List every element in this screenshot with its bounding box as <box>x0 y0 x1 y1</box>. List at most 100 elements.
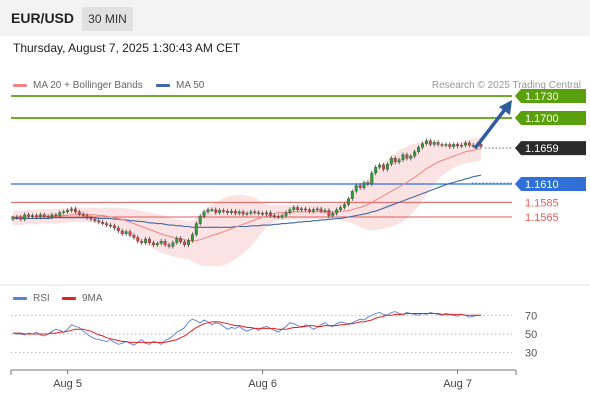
header-bar: EUR/USD 30 MIN <box>0 0 590 36</box>
candle-body <box>38 214 42 218</box>
candle-body <box>214 209 218 213</box>
candle-body <box>436 142 440 145</box>
candle-body <box>409 155 413 159</box>
candle-body <box>233 210 237 214</box>
candle-body <box>93 219 97 221</box>
candle-body <box>70 208 73 211</box>
x-tick-label-Aug-5: Aug 5 <box>53 378 82 390</box>
candle-body <box>11 217 15 220</box>
forecast-arrow-shaft <box>474 106 508 149</box>
candle-body <box>62 211 66 214</box>
price-tag-1.1565: 1.1565 <box>525 212 559 224</box>
candle-body <box>440 144 444 146</box>
candle-body <box>448 144 452 147</box>
candle-body <box>159 241 163 244</box>
rsi-tick-30: 30 <box>525 348 537 360</box>
candle-body <box>331 213 335 216</box>
candle-body <box>124 231 128 235</box>
ma50-legend-label: MA 50 <box>176 80 205 91</box>
candle-body <box>66 210 70 213</box>
candle-body <box>89 217 93 220</box>
price-tag-box-1.1610 <box>515 177 586 191</box>
candle-body <box>257 212 261 214</box>
rsi-9ma-line <box>13 313 481 343</box>
candle-body <box>315 208 319 211</box>
candle-body <box>187 240 190 246</box>
candle-body <box>393 158 397 163</box>
candle-body <box>265 212 268 215</box>
candle-body <box>311 209 315 212</box>
candle-body <box>175 238 179 243</box>
candle-body <box>116 227 120 232</box>
candle-body <box>276 216 280 218</box>
candle-body <box>144 238 148 243</box>
timeframe-badge[interactable]: 30 MIN <box>82 7 133 31</box>
price-tag-box-1.1659 <box>515 141 586 156</box>
candle-body <box>34 215 38 218</box>
candle-body <box>163 241 167 246</box>
price-tag-1.1730: 1.1730 <box>525 91 559 103</box>
candle-body <box>167 244 171 247</box>
candle-body <box>323 210 327 212</box>
candle-body <box>101 221 105 224</box>
candle-body <box>463 142 467 146</box>
candle-body <box>382 164 385 170</box>
candle-body <box>471 144 475 147</box>
candle-body <box>15 216 19 219</box>
candle-body <box>350 191 354 199</box>
candle-body <box>132 235 136 238</box>
candle-body <box>183 241 187 246</box>
candle-body <box>343 204 346 208</box>
candle-body <box>140 241 144 243</box>
candle-body <box>456 144 460 147</box>
rsi-legend-label: RSI <box>33 293 50 304</box>
candle-body <box>261 213 265 215</box>
candle-body <box>346 198 350 205</box>
candle-body <box>319 208 323 212</box>
legend-rsi: RSI <box>13 293 50 304</box>
ma50-swatch <box>156 83 170 87</box>
candle-body <box>280 215 284 218</box>
candle-body <box>249 211 253 214</box>
candle-body <box>370 172 374 185</box>
candle-body <box>58 212 62 216</box>
ma20-line <box>13 148 482 242</box>
legend-9ma: 9MA <box>62 293 103 304</box>
candle-body <box>19 216 23 220</box>
candle-body <box>272 215 276 217</box>
candle-body <box>109 224 112 227</box>
candle-body <box>120 230 124 235</box>
rsi-swatch <box>13 296 27 300</box>
candle-body <box>54 214 58 216</box>
x-tick-label-Aug-6: Aug 6 <box>248 378 277 390</box>
rsi-tick-70: 70 <box>525 310 537 322</box>
candle-body <box>389 158 393 165</box>
candle-body <box>452 144 456 147</box>
x-tick-label-Aug-7: Aug 7 <box>443 378 472 390</box>
candle-body <box>292 207 296 210</box>
candle-body <box>245 213 249 215</box>
candle-body <box>288 209 292 213</box>
candle-body <box>237 211 241 214</box>
candle-body <box>105 223 109 226</box>
candle-body <box>413 151 417 157</box>
price-tag-1.1700: 1.1700 <box>525 113 559 125</box>
ma20-legend-label: MA 20 + Bollinger Bands <box>33 80 143 91</box>
candle-body <box>339 207 343 210</box>
candle-body <box>284 212 288 216</box>
candle-body <box>46 216 50 218</box>
credit-label: Research © 2025 Trading Central <box>431 80 581 91</box>
rsi-line <box>12 311 481 346</box>
candle-body <box>401 154 405 160</box>
candle-body <box>304 208 307 211</box>
candle-body <box>151 242 155 246</box>
symbol-label: EUR/USD <box>11 10 75 26</box>
candle-body <box>300 208 304 211</box>
candle-body <box>179 238 183 243</box>
candle-body <box>206 209 210 213</box>
candle-body <box>50 214 54 218</box>
candle-body <box>374 166 378 174</box>
candle-body <box>148 238 151 243</box>
candle-body <box>444 144 448 146</box>
